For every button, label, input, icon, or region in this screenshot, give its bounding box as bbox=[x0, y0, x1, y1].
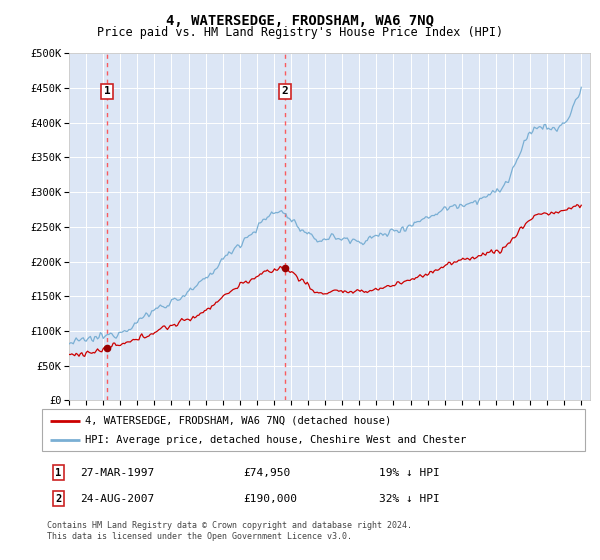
Text: Contains HM Land Registry data © Crown copyright and database right 2024.
This d: Contains HM Land Registry data © Crown c… bbox=[47, 521, 412, 541]
Text: 1: 1 bbox=[55, 468, 61, 478]
Text: 4, WATERSEDGE, FRODSHAM, WA6 7NQ (detached house): 4, WATERSEDGE, FRODSHAM, WA6 7NQ (detach… bbox=[85, 416, 392, 426]
Text: £190,000: £190,000 bbox=[243, 493, 297, 503]
Text: 2: 2 bbox=[281, 86, 289, 96]
FancyBboxPatch shape bbox=[42, 409, 585, 451]
Text: 19% ↓ HPI: 19% ↓ HPI bbox=[379, 468, 439, 478]
Text: 27-MAR-1997: 27-MAR-1997 bbox=[80, 468, 154, 478]
Text: 1: 1 bbox=[104, 86, 110, 96]
Text: HPI: Average price, detached house, Cheshire West and Chester: HPI: Average price, detached house, Ches… bbox=[85, 435, 467, 445]
Text: 32% ↓ HPI: 32% ↓ HPI bbox=[379, 493, 439, 503]
Text: 2: 2 bbox=[55, 493, 61, 503]
Text: Price paid vs. HM Land Registry's House Price Index (HPI): Price paid vs. HM Land Registry's House … bbox=[97, 26, 503, 39]
Text: 4, WATERSEDGE, FRODSHAM, WA6 7NQ: 4, WATERSEDGE, FRODSHAM, WA6 7NQ bbox=[166, 14, 434, 28]
Text: £74,950: £74,950 bbox=[243, 468, 290, 478]
Text: 24-AUG-2007: 24-AUG-2007 bbox=[80, 493, 154, 503]
